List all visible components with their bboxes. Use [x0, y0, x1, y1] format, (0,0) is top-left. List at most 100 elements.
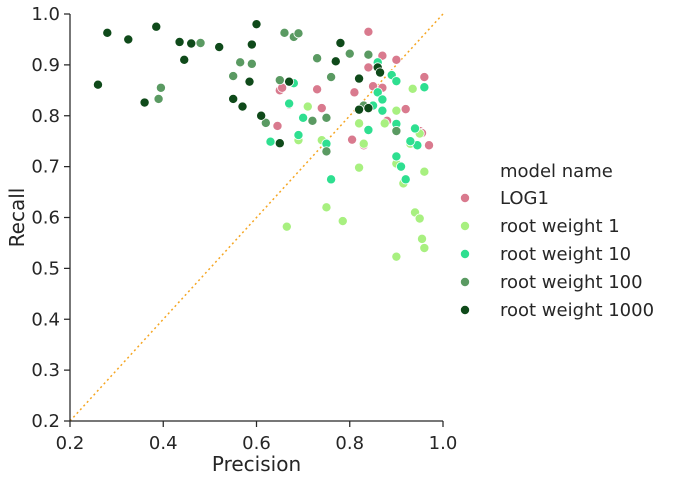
- data-point-series-4: [237, 101, 248, 112]
- data-point-series-3: [293, 28, 304, 39]
- data-point-series-2: [419, 82, 430, 93]
- data-point-series-0: [316, 103, 327, 114]
- data-point-series-2: [363, 124, 374, 135]
- data-point-series-2: [284, 98, 295, 109]
- data-point-series-1: [358, 138, 369, 149]
- data-point-series-4: [244, 76, 255, 87]
- x-tick-label: 0.6: [242, 433, 271, 454]
- legend-entry-label: root weight 1: [500, 216, 620, 237]
- data-point-series-3: [321, 146, 332, 157]
- y-axis-ticks: 0.2 0.3 0.4 0.5 0.6 0.7 0.8 0.9 1.0: [31, 4, 70, 432]
- data-point-series-4: [92, 79, 103, 90]
- data-point-series-4: [284, 76, 295, 87]
- data-point-series-2: [410, 123, 421, 134]
- data-point-series-4: [274, 138, 285, 149]
- x-tick-label: 0.8: [335, 433, 364, 454]
- legend-marker: [459, 220, 470, 231]
- data-point-series-1: [391, 251, 402, 262]
- data-point-series-3: [279, 27, 290, 38]
- data-point-series-1: [414, 213, 425, 224]
- data-point-series-1: [354, 118, 365, 129]
- data-point-series-3: [260, 117, 271, 128]
- data-point-series-3: [235, 57, 246, 68]
- data-point-series-3: [312, 53, 323, 64]
- data-point-series-1: [419, 166, 430, 177]
- data-point-series-0: [363, 26, 374, 37]
- data-point-series-3: [195, 37, 206, 48]
- legend-entries: LOG1 root weight 1 root weight 10 root weig…: [459, 188, 654, 321]
- data-point-series-4: [139, 97, 150, 108]
- legend: model name LOG1 root weight 1 root weight …: [459, 161, 654, 321]
- legend-marker: [459, 248, 470, 259]
- y-tick-label: 0.7: [31, 157, 60, 178]
- data-point-series-4: [375, 67, 386, 78]
- x-tick-label: 0.4: [149, 433, 178, 454]
- y-tick-label: 1.0: [31, 4, 60, 25]
- data-point-series-3: [363, 49, 374, 60]
- data-point-series-4: [354, 73, 365, 84]
- data-point-series-1: [281, 221, 292, 232]
- x-tick-label: 1.0: [429, 433, 458, 454]
- data-point-series-1: [321, 202, 332, 213]
- x-axis-label: Precision: [212, 452, 301, 476]
- y-tick-label: 0.8: [31, 106, 60, 127]
- data-point-series-2: [391, 76, 402, 87]
- data-point-series-1: [391, 105, 402, 116]
- data-point-series-1: [379, 118, 390, 129]
- data-point-series-1: [354, 162, 365, 173]
- data-point-series-4: [151, 21, 162, 32]
- data-point-series-3: [307, 115, 318, 126]
- data-point-series-4: [335, 37, 346, 48]
- data-point-series-1: [407, 83, 418, 94]
- data-point-series-4: [123, 34, 134, 45]
- data-point-series-3: [228, 71, 239, 82]
- data-point-series-0: [419, 72, 430, 83]
- data-point-series-3: [326, 72, 337, 83]
- data-point-series-3: [344, 48, 355, 59]
- data-point-series-0: [349, 87, 360, 98]
- y-tick-label: 0.9: [31, 55, 60, 76]
- data-point-series-4: [179, 54, 190, 65]
- data-point-series-4: [246, 39, 257, 50]
- data-point-series-4: [363, 103, 374, 114]
- data-point-series-2: [396, 161, 407, 172]
- legend-entry-label: root weight 1000: [500, 300, 654, 321]
- data-point-series-0: [391, 54, 402, 65]
- data-point-series-4: [228, 93, 239, 104]
- data-points: [92, 19, 435, 262]
- legend-entry-label: root weight 100: [500, 272, 643, 293]
- legend-entry-label: LOG1: [500, 188, 549, 209]
- data-point-series-1: [419, 243, 430, 254]
- legend-title: model name: [500, 161, 613, 182]
- data-point-series-3: [246, 58, 257, 69]
- data-point-series-4: [330, 56, 341, 67]
- data-point-series-0: [400, 104, 411, 115]
- data-point-series-4: [251, 19, 262, 30]
- data-point-series-3: [321, 112, 332, 123]
- data-point-series-3: [155, 82, 166, 93]
- data-point-series-4: [256, 110, 267, 121]
- data-point-series-2: [377, 94, 388, 105]
- data-point-series-2: [405, 136, 416, 147]
- data-point-series-0: [312, 84, 323, 95]
- legend-marker: [459, 276, 470, 287]
- data-point-series-3: [274, 75, 285, 86]
- data-point-series-3: [391, 126, 402, 137]
- data-point-series-4: [102, 27, 113, 38]
- data-point-series-4: [214, 42, 225, 53]
- y-tick-label: 0.6: [31, 208, 60, 229]
- legend-entry-label: root weight 10: [500, 244, 631, 265]
- legend-marker: [459, 304, 470, 315]
- reference-diagonal-line: [69, 13, 444, 422]
- x-tick-label: 0.2: [56, 433, 85, 454]
- data-point-series-1: [337, 216, 348, 227]
- data-point-series-0: [347, 134, 358, 145]
- data-point-series-2: [391, 151, 402, 162]
- data-point-series-2: [377, 105, 388, 116]
- data-point-series-1: [417, 233, 428, 244]
- y-tick-label: 0.3: [31, 360, 60, 381]
- y-tick-label: 0.5: [31, 258, 60, 279]
- data-point-series-2: [372, 87, 383, 98]
- data-point-series-4: [174, 36, 185, 47]
